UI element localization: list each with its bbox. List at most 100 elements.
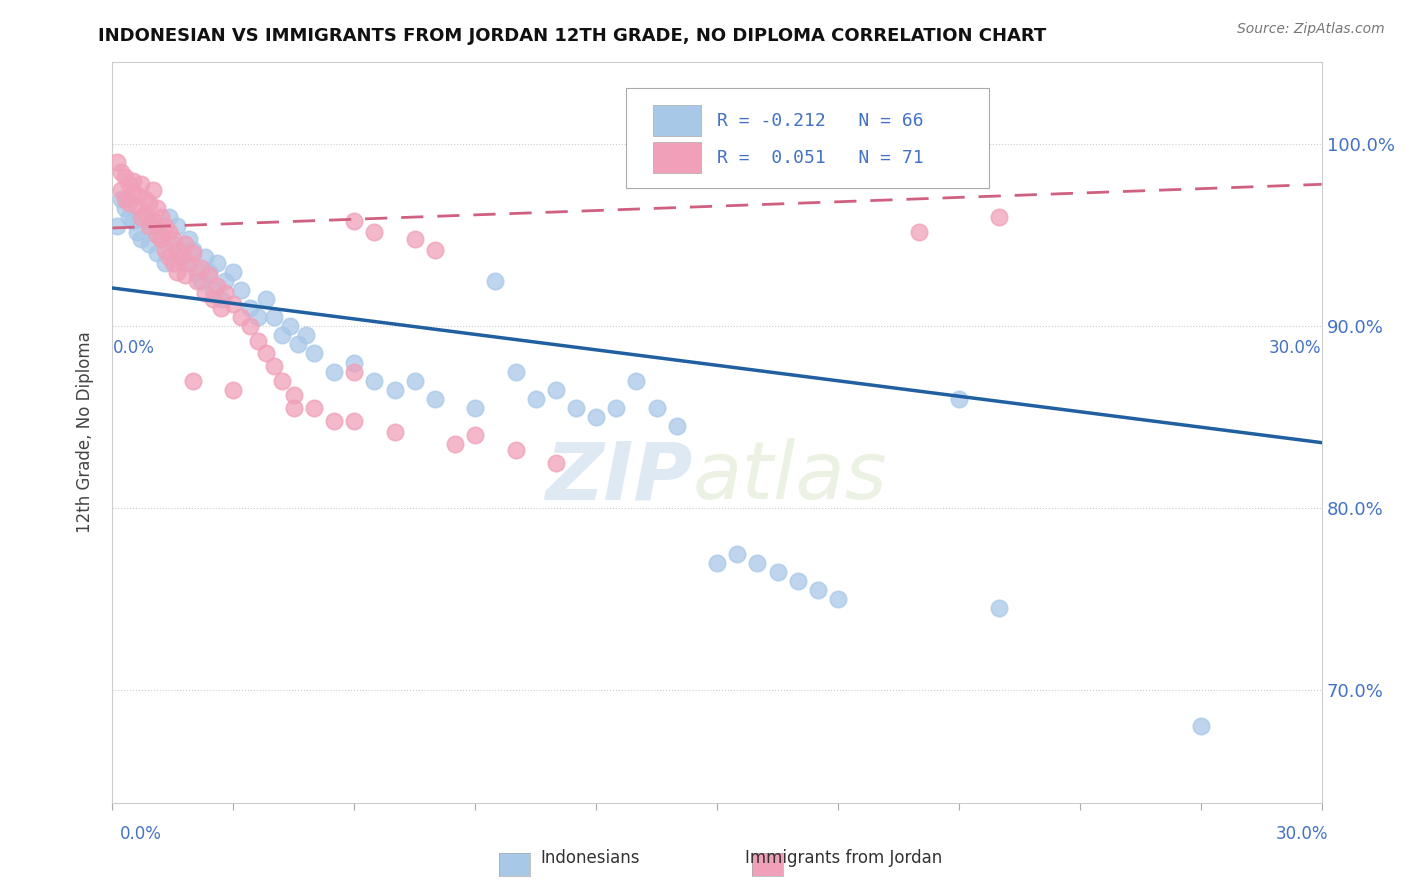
Point xyxy=(125,225,148,239)
Point xyxy=(254,346,277,360)
Point xyxy=(186,265,208,279)
Point xyxy=(363,225,385,239)
Point xyxy=(283,388,305,402)
Point xyxy=(114,169,136,184)
Point xyxy=(246,334,269,348)
Point xyxy=(209,301,232,315)
Point xyxy=(198,268,221,283)
Point xyxy=(170,250,193,264)
Point xyxy=(948,392,970,406)
Point xyxy=(194,250,217,264)
Point xyxy=(174,237,197,252)
Point xyxy=(222,383,245,397)
Point xyxy=(166,265,188,279)
Point xyxy=(181,374,204,388)
Point xyxy=(177,255,200,269)
Point xyxy=(786,574,808,588)
Point xyxy=(157,210,180,224)
Bar xyxy=(652,143,702,173)
Point xyxy=(254,292,277,306)
FancyBboxPatch shape xyxy=(626,88,990,188)
Point xyxy=(1189,719,1212,733)
Point xyxy=(565,401,588,415)
Point xyxy=(302,401,325,415)
Text: R =  0.051   N = 71: R = 0.051 N = 71 xyxy=(717,149,924,167)
Point xyxy=(181,246,204,260)
Point xyxy=(110,192,132,206)
Bar xyxy=(652,105,702,136)
Text: 30.0%: 30.0% xyxy=(1270,339,1322,358)
Y-axis label: 12th Grade, No Diploma: 12th Grade, No Diploma xyxy=(76,332,94,533)
Text: R = -0.212   N = 66: R = -0.212 N = 66 xyxy=(717,112,924,130)
Point xyxy=(343,213,366,227)
Point xyxy=(505,365,527,379)
Point xyxy=(323,365,346,379)
Point xyxy=(157,225,180,239)
Point xyxy=(302,346,325,360)
Point xyxy=(105,219,128,234)
Point xyxy=(263,310,285,325)
Point xyxy=(110,164,132,178)
Point xyxy=(209,292,232,306)
Point xyxy=(524,392,547,406)
Point xyxy=(222,297,245,311)
Point xyxy=(605,401,627,415)
Point xyxy=(270,374,292,388)
Point xyxy=(207,255,229,269)
Point xyxy=(807,582,830,597)
Point xyxy=(146,246,169,260)
Point xyxy=(323,414,346,428)
Point xyxy=(263,359,285,374)
Point xyxy=(384,425,406,439)
Point xyxy=(214,274,236,288)
Point xyxy=(363,374,385,388)
Point xyxy=(162,255,184,269)
Point xyxy=(988,601,1011,615)
Point xyxy=(149,232,172,246)
Point xyxy=(585,410,607,425)
Point xyxy=(194,286,217,301)
Point xyxy=(198,265,221,279)
Point xyxy=(231,283,253,297)
Point xyxy=(157,250,180,264)
Point xyxy=(246,310,269,325)
Point xyxy=(146,228,169,243)
Point xyxy=(142,183,165,197)
Point xyxy=(464,428,486,442)
Point xyxy=(129,210,152,224)
Point xyxy=(907,225,929,239)
Text: ZIP: ZIP xyxy=(546,438,693,516)
Point xyxy=(181,243,204,257)
Text: Indonesians: Indonesians xyxy=(541,849,640,867)
Point xyxy=(725,547,748,561)
Point xyxy=(464,401,486,415)
Point xyxy=(287,337,309,351)
Point xyxy=(146,201,169,215)
Point xyxy=(214,286,236,301)
Point xyxy=(202,283,225,297)
Point xyxy=(827,592,849,607)
Point xyxy=(384,383,406,397)
Point xyxy=(283,401,305,415)
Point xyxy=(343,365,366,379)
Point xyxy=(121,185,143,199)
Point xyxy=(149,210,172,224)
Text: Source: ZipAtlas.com: Source: ZipAtlas.com xyxy=(1237,22,1385,37)
Point xyxy=(988,210,1011,224)
Point xyxy=(110,183,132,197)
Point xyxy=(231,310,253,325)
Point xyxy=(153,255,176,269)
Point xyxy=(142,213,165,227)
Text: 0.0%: 0.0% xyxy=(120,825,162,843)
Point xyxy=(138,237,160,252)
Text: atlas: atlas xyxy=(693,438,887,516)
Point xyxy=(142,219,165,234)
Point xyxy=(177,232,200,246)
Point xyxy=(149,228,172,243)
Point xyxy=(238,319,260,334)
Point xyxy=(222,265,245,279)
Text: Immigrants from Jordan: Immigrants from Jordan xyxy=(745,849,942,867)
Point xyxy=(665,419,688,434)
Point xyxy=(129,232,152,246)
Point xyxy=(162,237,184,252)
